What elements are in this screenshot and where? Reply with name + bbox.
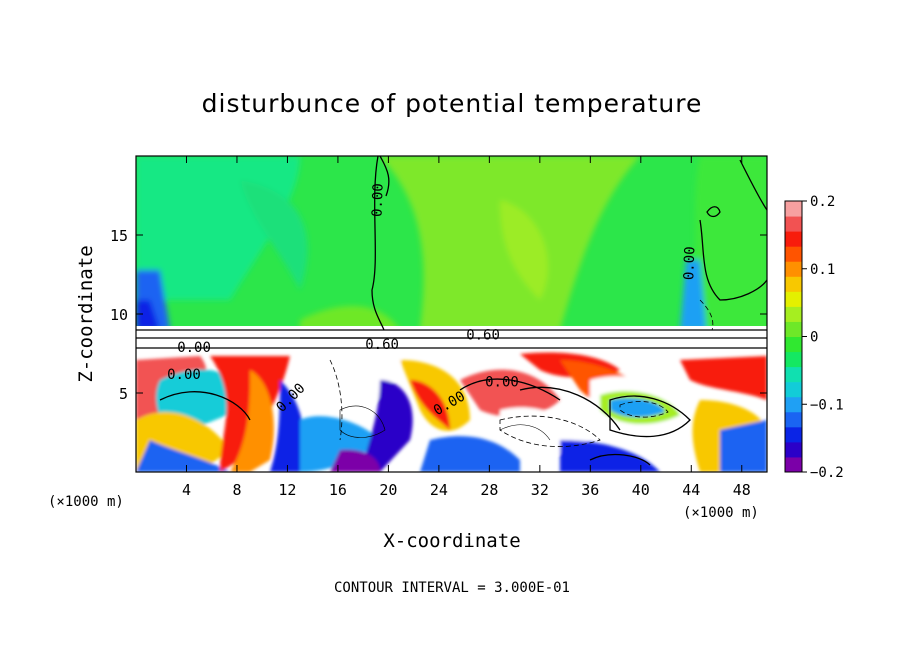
colorbar-tick-label: 0.1	[810, 262, 835, 278]
x-tick-label: 12	[278, 481, 296, 499]
x-tick-label: 36	[581, 481, 599, 499]
contour-label: 0.00	[681, 246, 698, 280]
colorbar-swatch	[785, 441, 802, 458]
x-axis-label: X-coordinate	[383, 530, 520, 552]
colorbar	[784, 200, 803, 473]
contour-label: 0.00	[370, 183, 387, 217]
colorbar-swatch	[785, 381, 802, 398]
y-tick-label: 5	[119, 385, 128, 403]
x-tick-label: 40	[632, 481, 650, 499]
colorbar-swatch	[785, 261, 802, 277]
x-tick-label: 28	[480, 481, 498, 499]
y-axis-label: Z-coordinate	[75, 245, 97, 382]
colorbar-swatch	[785, 426, 802, 443]
x-tick-label: 20	[379, 481, 397, 499]
y-unit-label: (×1000 m)	[48, 494, 124, 510]
colorbar-swatch	[785, 231, 802, 247]
contour-interval-annotation: CONTOUR INTERVAL = 3.000E-01	[334, 580, 570, 596]
colorbar-swatch	[785, 351, 802, 368]
colorbar-swatch	[785, 396, 802, 413]
contour-label: 0.00	[177, 340, 211, 356]
x-tick-label: 16	[329, 481, 347, 499]
colorbar-swatch	[785, 456, 802, 473]
y-axis-ticks: 5 10 15	[110, 227, 767, 403]
colorbar-swatch	[785, 306, 802, 322]
colorbar-tick-label: −0.2	[810, 465, 844, 481]
contour-label: 0.60	[466, 327, 500, 343]
colorbar-swatch	[785, 246, 802, 262]
colorbar-swatch	[785, 336, 802, 353]
colorbar-tick-label: 0	[810, 330, 818, 346]
colorbar-tick-label: 0.2	[810, 194, 835, 210]
colorbar-swatch	[785, 291, 802, 307]
contour-label: 0.00	[167, 367, 201, 383]
colorbar-swatch	[785, 321, 802, 337]
contour-label: 0.60	[365, 337, 399, 353]
chart-title: disturbunce of potential temperature	[202, 89, 703, 118]
colorbar-swatch	[785, 201, 802, 217]
y-tick-label: 15	[110, 227, 128, 245]
x-axis-ticks: 4 8 12 16 20 24 28 32 36 40 44 48	[182, 156, 751, 499]
x-tick-label: 48	[733, 481, 751, 499]
x-tick-label: 24	[430, 481, 448, 499]
colorbar-tick-label: −0.1	[810, 397, 844, 413]
y-tick-label: 10	[110, 306, 128, 324]
contour-label: 0.00	[485, 375, 519, 391]
heatmap-field	[136, 156, 767, 472]
x-unit-label: (×1000 m)	[683, 505, 759, 521]
colorbar-swatch	[785, 276, 802, 292]
colorbar-ticks: 0.2 0.1 0 −0.1 −0.2	[802, 194, 844, 481]
x-tick-label: 44	[682, 481, 700, 499]
x-tick-label: 4	[182, 481, 191, 499]
colorbar-swatch	[785, 411, 802, 428]
colorbar-swatch	[785, 216, 802, 232]
x-tick-label: 32	[531, 481, 549, 499]
x-tick-label: 8	[232, 481, 241, 499]
colorbar-swatch	[785, 366, 802, 383]
